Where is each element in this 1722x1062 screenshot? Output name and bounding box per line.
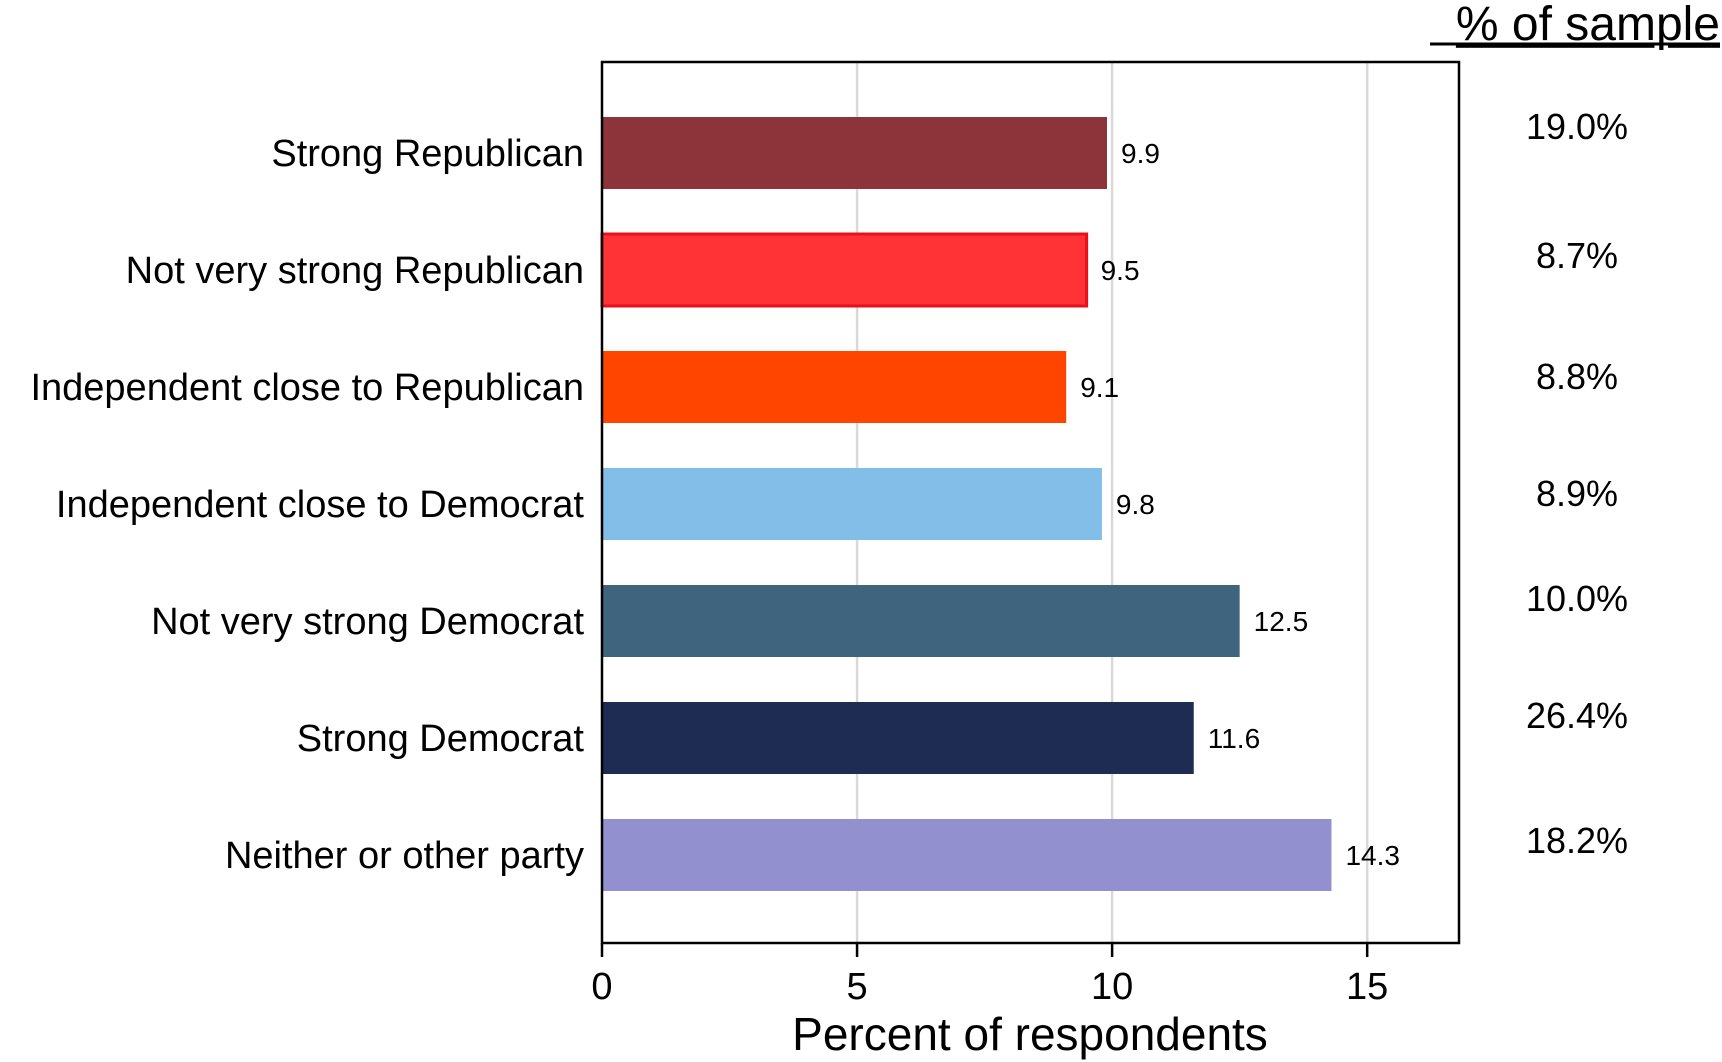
- bar-1: [602, 117, 1108, 189]
- sample-column: % of sample 19.0%8.7%8.8%8.9%10.0%26.4%1…: [1430, 0, 1720, 861]
- bar-3: [602, 351, 1067, 423]
- sample-value: 26.4%: [1526, 695, 1628, 736]
- sample-value: 8.7%: [1536, 235, 1618, 276]
- category-label: Not very strong Republican: [126, 250, 584, 292]
- category-labels: Strong Republican Not very strong Republi…: [30, 133, 584, 877]
- x-tick-label: 15: [1346, 966, 1388, 1008]
- category-label: Strong Democrat: [297, 718, 585, 760]
- category-label: Independent close to Democrat: [56, 484, 585, 526]
- category-label: Strong Republican: [271, 133, 584, 175]
- x-tick-label: 5: [846, 966, 867, 1008]
- bars: [600, 117, 1332, 891]
- x-tick-label: 10: [1091, 966, 1133, 1008]
- plot-frame: [600, 60, 1461, 945]
- value-labels: 9.9 9.5 9.1 9.8 12.5 11.6 14.3: [1080, 138, 1400, 871]
- bar-6: [602, 702, 1194, 774]
- value-label: 9.9: [1121, 138, 1160, 169]
- category-label: Neither or other party: [225, 835, 584, 877]
- value-label: 14.3: [1345, 840, 1400, 871]
- x-tick-label: 0: [591, 966, 612, 1008]
- value-label: 9.8: [1116, 489, 1155, 520]
- sample-value: 8.9%: [1536, 473, 1618, 514]
- bar-2: [600, 232, 1089, 308]
- value-label: 9.1: [1080, 372, 1119, 403]
- sample-value: 18.2%: [1526, 820, 1628, 861]
- value-label: 9.5: [1101, 255, 1140, 286]
- sample-value: 10.0%: [1526, 578, 1628, 619]
- bar-4: [602, 468, 1102, 540]
- sample-value: 8.8%: [1536, 356, 1618, 397]
- sample-value: 19.0%: [1526, 106, 1628, 147]
- x-axis: 0 5 10 15: [591, 943, 1388, 1008]
- bar-5: [602, 585, 1240, 657]
- category-label: Independent close to Republican: [30, 367, 584, 409]
- x-axis-title: Percent of respondents: [792, 1008, 1268, 1060]
- value-label: 11.6: [1208, 723, 1260, 754]
- bar-7: [602, 819, 1332, 891]
- category-label: Not very strong Democrat: [151, 601, 584, 643]
- value-label: 12.5: [1254, 606, 1309, 637]
